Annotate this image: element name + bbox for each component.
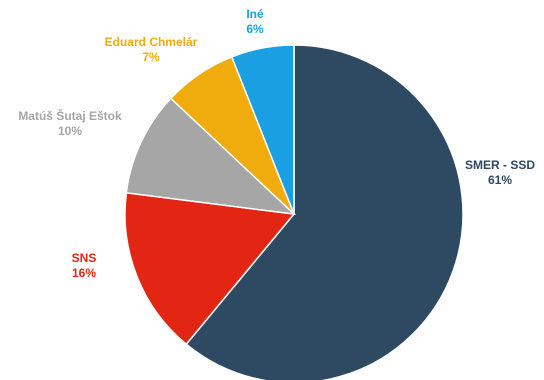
slice-name-label-ine: Iné [246, 7, 264, 21]
pie-slice-smer-ssd [185, 44, 464, 380]
pie-slice-matus-sutaj-estok [125, 97, 297, 216]
slice-value-label-eduard-chmelar: 7% [142, 50, 160, 64]
slice-value-label-sns: 16% [72, 266, 96, 280]
slices-layer [124, 44, 464, 380]
pie-slice-ine [230, 44, 295, 215]
slice-name-label-matus-sutaj-estok: Matúš Šutaj Eštok [18, 108, 122, 123]
slice-name-label-sns: SNS [72, 251, 97, 265]
slice-name-label-smer-ssd: SMER - SSD [465, 158, 535, 172]
pie-slice-sns [124, 191, 296, 346]
slice-name-label-eduard-chmelar: Eduard Chmelár [105, 35, 198, 49]
slice-value-label-ine: 6% [246, 22, 264, 36]
slice-value-label-smer-ssd: 61% [488, 173, 512, 187]
slice-value-label-matus-sutaj-estok: 10% [58, 124, 82, 138]
